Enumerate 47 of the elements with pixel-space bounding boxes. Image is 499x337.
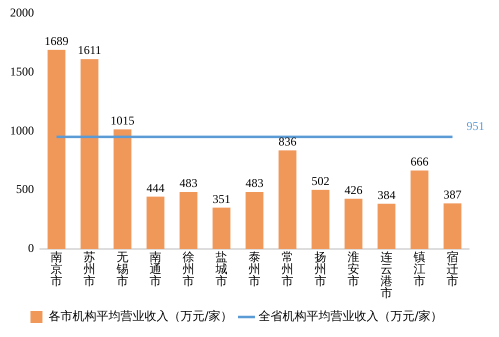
x-tick-label: 南京市 xyxy=(50,250,62,288)
bar xyxy=(378,204,396,249)
legend-label: 全省机构平均营业收入（万元/家） xyxy=(258,309,443,324)
x-tick-label: 南通市 xyxy=(150,250,162,288)
x-tick-label: 常州市 xyxy=(282,250,294,288)
x-tick-label: 苏州市 xyxy=(84,250,96,288)
y-tick-label: 0 xyxy=(28,241,34,256)
data-label: 666 xyxy=(410,154,428,169)
data-label: 444 xyxy=(146,180,164,195)
bar xyxy=(146,196,164,249)
data-label: 483 xyxy=(180,176,198,190)
x-tick-label: 宿迁市 xyxy=(446,250,458,288)
data-label: 836 xyxy=(278,134,296,149)
data-label: 502 xyxy=(312,174,330,188)
data-label: 426 xyxy=(344,182,362,197)
bar xyxy=(48,50,66,249)
x-tick-label: 无锡市 xyxy=(116,250,128,288)
bar xyxy=(246,192,264,249)
data-label: 351 xyxy=(212,192,230,206)
x-tick-label: 镇江市 xyxy=(412,250,426,288)
y-tick-label: 500 xyxy=(16,182,34,196)
data-label: 1015 xyxy=(110,113,134,128)
data-label: 483 xyxy=(246,176,264,190)
data-label: 951 xyxy=(466,119,484,134)
x-tick-label: 扬州市 xyxy=(314,250,326,288)
bar xyxy=(180,192,198,249)
data-label: 1689 xyxy=(44,34,68,48)
bar xyxy=(312,190,330,249)
y-tick-label: 1500 xyxy=(10,64,34,78)
bar xyxy=(80,59,98,249)
bar xyxy=(278,150,296,249)
x-tick-label: 盐城市 xyxy=(214,250,228,288)
y-tick-label: 1000 xyxy=(10,123,34,138)
x-tick-label: 淮安市 xyxy=(348,250,360,288)
x-tick-label: 连云港市 xyxy=(380,250,392,300)
bar xyxy=(114,129,132,249)
bar xyxy=(444,203,462,249)
y-tick-label: 2000 xyxy=(10,5,34,20)
bar xyxy=(410,170,428,249)
data-label: 384 xyxy=(378,188,396,202)
legend-label: 各市机构平均营业收入（万元/家） xyxy=(48,309,233,324)
x-tick-label: 徐州市 xyxy=(182,250,194,288)
data-label: 387 xyxy=(444,188,462,202)
bar xyxy=(212,208,230,249)
x-tick-label: 泰州市 xyxy=(248,250,260,288)
data-label: 1611 xyxy=(78,43,102,58)
bar xyxy=(344,198,362,249)
